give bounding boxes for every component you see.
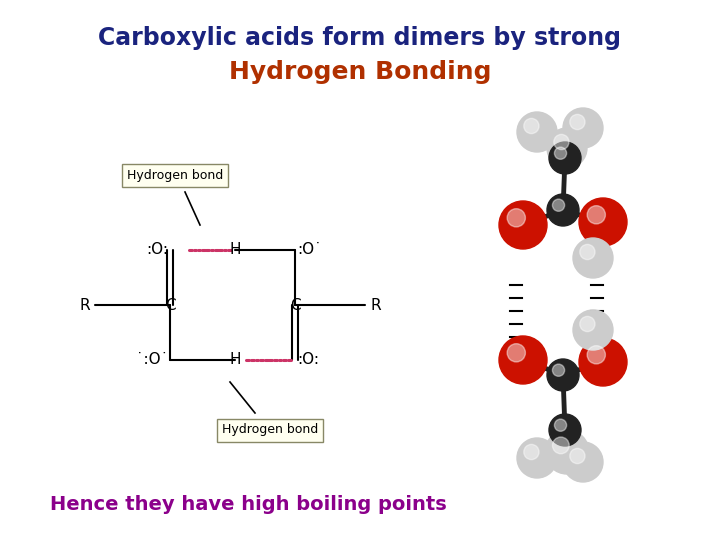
Circle shape (549, 414, 581, 446)
Circle shape (545, 430, 589, 474)
Circle shape (554, 147, 567, 159)
Text: R: R (79, 298, 90, 313)
Circle shape (563, 108, 603, 148)
Text: H: H (229, 353, 240, 368)
Text: H: H (229, 242, 240, 258)
Circle shape (517, 112, 557, 152)
Circle shape (580, 245, 595, 260)
Circle shape (507, 343, 526, 362)
Text: Hydrogen bond: Hydrogen bond (222, 423, 318, 436)
Circle shape (547, 359, 579, 391)
Text: :O˙: :O˙ (297, 242, 322, 258)
Text: Hydrogen Bonding: Hydrogen Bonding (229, 60, 491, 84)
Text: :O:: :O: (146, 242, 168, 258)
Circle shape (573, 238, 613, 278)
Circle shape (547, 194, 579, 226)
Circle shape (523, 444, 539, 460)
Text: R: R (370, 298, 381, 313)
Circle shape (563, 442, 603, 482)
Circle shape (570, 448, 585, 464)
Text: C: C (289, 298, 300, 313)
Circle shape (507, 208, 526, 227)
Text: ˙:O˙: ˙:O˙ (136, 353, 168, 368)
Text: Carboxylic acids form dimers by strong: Carboxylic acids form dimers by strong (99, 26, 621, 50)
Circle shape (580, 316, 595, 332)
Circle shape (499, 201, 547, 249)
Circle shape (517, 438, 557, 478)
Circle shape (552, 364, 564, 376)
Circle shape (499, 336, 547, 384)
Text: C: C (165, 298, 175, 313)
Circle shape (554, 134, 569, 150)
Text: Hydrogen bond: Hydrogen bond (127, 168, 223, 181)
Circle shape (549, 142, 581, 174)
Circle shape (523, 118, 539, 133)
Circle shape (579, 338, 627, 386)
Circle shape (547, 128, 587, 168)
Circle shape (588, 206, 606, 224)
Circle shape (554, 419, 567, 431)
Circle shape (588, 346, 606, 364)
Circle shape (573, 310, 613, 350)
Circle shape (552, 437, 570, 454)
Circle shape (552, 199, 564, 211)
Circle shape (579, 198, 627, 246)
Text: :O:: :O: (297, 353, 319, 368)
Circle shape (570, 114, 585, 130)
Text: Hence they have high boiling points: Hence they have high boiling points (50, 496, 446, 515)
